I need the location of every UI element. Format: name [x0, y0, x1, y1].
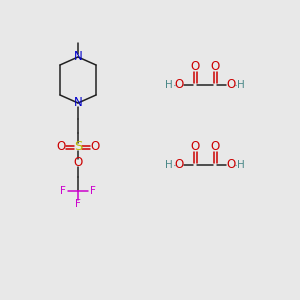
Text: H: H — [237, 160, 245, 170]
Text: O: O — [210, 61, 220, 74]
Text: O: O — [56, 140, 66, 154]
Text: H: H — [165, 160, 173, 170]
Text: N: N — [74, 50, 82, 64]
Text: F: F — [60, 186, 66, 196]
Text: O: O — [226, 158, 236, 172]
Text: O: O — [90, 140, 100, 154]
Text: N: N — [74, 97, 82, 110]
Text: O: O — [226, 79, 236, 92]
Text: F: F — [75, 199, 81, 209]
Text: O: O — [174, 79, 184, 92]
Text: H: H — [237, 80, 245, 90]
Text: S: S — [74, 140, 82, 154]
Text: H: H — [165, 80, 173, 90]
Text: O: O — [190, 61, 200, 74]
Text: O: O — [190, 140, 200, 154]
Text: O: O — [74, 157, 82, 169]
Text: O: O — [174, 158, 184, 172]
Text: O: O — [210, 140, 220, 154]
Text: F: F — [90, 186, 96, 196]
